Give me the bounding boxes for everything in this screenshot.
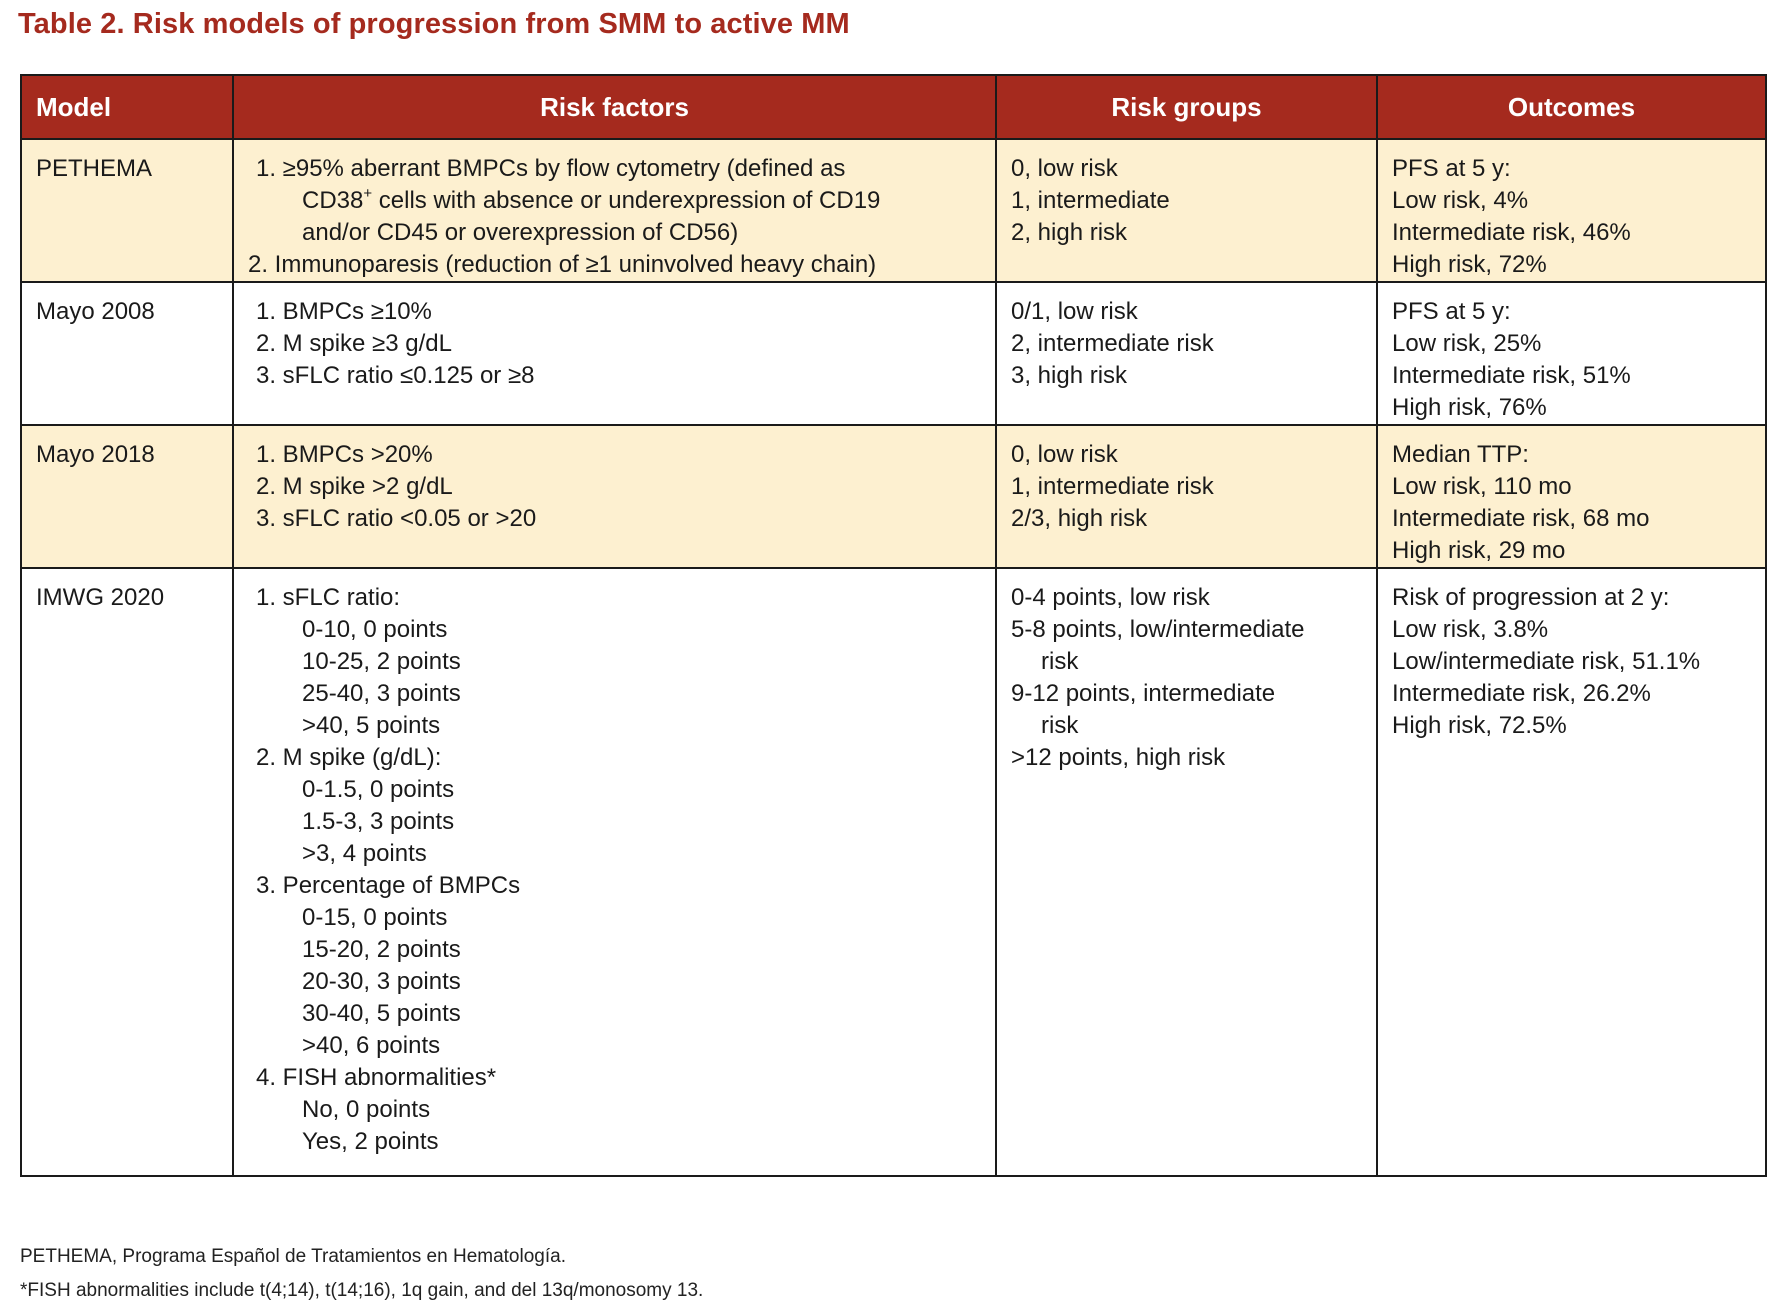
outcome-line: High risk, 29 mo — [1392, 537, 1566, 564]
risk-factors-cell: 1. ≥95% aberrant BMPCs by flow cytometry… — [232, 138, 997, 283]
model-cell: IMWG 2020 — [20, 567, 234, 1177]
factor-line: 3. sFLC ratio <0.05 or >20 — [256, 505, 537, 532]
factor-line: 1. BMPCs ≥10% — [256, 298, 432, 325]
factor-line: 3. sFLC ratio ≤0.125 or ≥8 — [256, 362, 535, 389]
outcomes-cell: PFS at 5 y: Low risk, 25% Intermediate r… — [1376, 281, 1767, 426]
footnote-fish: *FISH abnormalities include t(4;14), t(1… — [20, 1280, 704, 1301]
factor-line: 1. sFLC ratio: — [256, 584, 401, 611]
superscript-plus: + — [363, 185, 373, 202]
group-line: 2, intermediate risk — [1011, 330, 1214, 357]
outcome-line: Low risk, 25% — [1392, 330, 1542, 357]
group-line: 1, intermediate risk — [1011, 473, 1214, 500]
footnote-abbreviation: PETHEMA, Programa Español de Tratamiento… — [20, 1246, 566, 1267]
header-risk-factors: Risk factors — [232, 74, 997, 140]
model-cell: Mayo 2018 — [20, 424, 234, 569]
group-line: 9-12 points, intermediate — [1011, 680, 1276, 707]
risk-factors-cell: 1. BMPCs >20% 2. M spike >2 g/dL 3. sFLC… — [232, 424, 997, 569]
outcome-line: Risk of progression at 2 y: — [1392, 584, 1670, 611]
factor-text: CD38 — [302, 187, 364, 214]
outcome-line: High risk, 72.5% — [1392, 712, 1567, 739]
factor-line: 0-10, 0 points — [302, 616, 448, 643]
outcome-line: Intermediate risk, 68 mo — [1392, 505, 1650, 532]
risk-factors-cell: 1. sFLC ratio: 0-10, 0 points 10-25, 2 p… — [232, 567, 997, 1177]
risk-groups-cell: 0-4 points, low risk 5-8 points, low/int… — [995, 567, 1378, 1177]
header-risk-groups: Risk groups — [995, 74, 1378, 140]
factor-line: 1. BMPCs >20% — [256, 441, 433, 468]
factor-text: cells with absence or underexpression of… — [372, 187, 881, 214]
group-line: 0-4 points, low risk — [1011, 584, 1210, 611]
group-line: 2/3, high risk — [1011, 505, 1148, 532]
header-model: Model — [20, 74, 234, 140]
factor-line: 0-1.5, 0 points — [302, 776, 455, 803]
outcome-line: Low risk, 4% — [1392, 187, 1529, 214]
factor-line: 30-40, 5 points — [302, 1000, 461, 1027]
factor-line: 2. M spike >2 g/dL — [256, 473, 453, 500]
outcome-line: Low risk, 3.8% — [1392, 616, 1549, 643]
factor-line: and/or CD45 or overexpression of CD56) — [302, 219, 739, 246]
group-line: risk — [1041, 648, 1079, 675]
outcome-line: Intermediate risk, 46% — [1392, 219, 1631, 246]
factor-line: 10-25, 2 points — [302, 648, 461, 675]
factor-line: 25-40, 3 points — [302, 680, 461, 707]
risk-groups-cell: 0, low risk 1, intermediate 2, high risk — [995, 138, 1378, 283]
factor-line: CD38+ cells with absence or underexpress… — [248, 185, 981, 217]
outcome-line: Low risk, 110 mo — [1392, 473, 1572, 500]
factor-line: 1. ≥95% aberrant BMPCs by flow cytometry… — [256, 155, 846, 182]
group-line: 1, intermediate — [1011, 187, 1170, 214]
model-cell: Mayo 2008 — [20, 281, 234, 426]
outcome-line: Intermediate risk, 51% — [1392, 362, 1631, 389]
risk-factors-cell: 1. BMPCs ≥10% 2. M spike ≥3 g/dL 3. sFLC… — [232, 281, 997, 426]
group-line: >12 points, high risk — [1011, 744, 1226, 771]
factor-line: Yes, 2 points — [302, 1128, 439, 1155]
outcome-line: PFS at 5 y: — [1392, 155, 1511, 182]
factor-line: 2. M spike ≥3 g/dL — [256, 330, 452, 357]
outcome-line: Intermediate risk, 26.2% — [1392, 680, 1651, 707]
group-line: 5-8 points, low/intermediate — [1011, 616, 1305, 643]
factor-line: 15-20, 2 points — [302, 936, 461, 963]
table-row: PETHEMA 1. ≥95% aberrant BMPCs by flow c… — [20, 138, 1767, 283]
outcome-line: Low/intermediate risk, 51.1% — [1392, 648, 1701, 675]
risk-models-table: Model Risk factors Risk groups Outcomes … — [20, 74, 1767, 1177]
factor-line: 0-15, 0 points — [302, 904, 448, 931]
outcome-line: Median TTP: — [1392, 441, 1529, 468]
header-outcomes: Outcomes — [1376, 74, 1767, 140]
group-line: 0, low risk — [1011, 155, 1118, 182]
factor-line: 20-30, 3 points — [302, 968, 461, 995]
outcome-line: PFS at 5 y: — [1392, 298, 1511, 325]
factor-line: No, 0 points — [302, 1096, 431, 1123]
outcomes-cell: PFS at 5 y: Low risk, 4% Intermediate ri… — [1376, 138, 1767, 283]
outcomes-cell: Risk of progression at 2 y: Low risk, 3.… — [1376, 567, 1767, 1177]
risk-groups-cell: 0/1, low risk 2, intermediate risk 3, hi… — [995, 281, 1378, 426]
header-row: Model Risk factors Risk groups Outcomes — [20, 74, 1767, 140]
factor-line: 2. M spike (g/dL): — [256, 744, 442, 771]
group-line: 0/1, low risk — [1011, 298, 1138, 325]
outcomes-cell: Median TTP: Low risk, 110 mo Intermediat… — [1376, 424, 1767, 569]
model-cell: PETHEMA — [20, 138, 234, 283]
outcome-line: High risk, 76% — [1392, 394, 1547, 421]
group-line: 2, high risk — [1011, 219, 1128, 246]
factor-line: 4. FISH abnormalities* — [256, 1064, 497, 1091]
factor-line: >40, 5 points — [302, 712, 441, 739]
table-title: Table 2. Risk models of progression from… — [18, 8, 850, 40]
factor-line: 1.5-3, 3 points — [302, 808, 455, 835]
factor-line: 3. Percentage of BMPCs — [256, 872, 521, 899]
group-line: 0, low risk — [1011, 441, 1118, 468]
factor-line: 2. Immunoparesis (reduction of ≥1 uninvo… — [248, 251, 877, 278]
risk-groups-cell: 0, low risk 1, intermediate risk 2/3, hi… — [995, 424, 1378, 569]
factor-line: >3, 4 points — [302, 840, 427, 867]
table-row: Mayo 2018 1. BMPCs >20% 2. M spike >2 g/… — [20, 424, 1767, 569]
group-line: risk — [1041, 712, 1079, 739]
table-row: IMWG 2020 1. sFLC ratio: 0-10, 0 points … — [20, 567, 1767, 1177]
group-line: 3, high risk — [1011, 362, 1128, 389]
table-row: Mayo 2008 1. BMPCs ≥10% 2. M spike ≥3 g/… — [20, 281, 1767, 426]
outcome-line: High risk, 72% — [1392, 251, 1547, 278]
factor-line: >40, 6 points — [302, 1032, 441, 1059]
